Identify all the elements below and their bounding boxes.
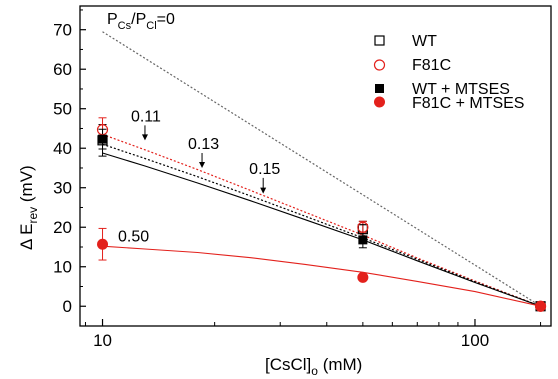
- annotation-label: 0.15: [249, 161, 280, 178]
- legend-marker-filled-square: [375, 84, 384, 93]
- y-axis-ticks: 0 10 20 30 40 50 60 70: [53, 9, 86, 316]
- y-tick-label: 10: [53, 258, 72, 277]
- x-tick-label: 100: [461, 331, 489, 350]
- y-tick-label: 40: [53, 139, 72, 158]
- plot-frame: [79, 5, 552, 327]
- legend-label-f81c-mtses: F81C + MTSES: [412, 95, 524, 112]
- legend-label-wt-mtses: WT + MTSES: [412, 81, 510, 98]
- y-tick-label: 70: [53, 21, 72, 40]
- model-curve-0: [102, 31, 541, 307]
- model-curve-0p13: [102, 143, 541, 307]
- legend-item-f81c: F81C: [373, 57, 451, 74]
- model-curve-0p11: [102, 133, 541, 307]
- model-curve-0p5: [102, 245, 541, 307]
- annotation-arrow-head: [199, 161, 206, 168]
- data-point-f81c: [357, 221, 369, 233]
- model-curves: [102, 31, 541, 307]
- legend-label-wt: WT: [412, 33, 437, 50]
- annotation-label: 0.11: [131, 108, 161, 125]
- y-axis-title: Δ Erev (mV): [17, 165, 40, 250]
- annotation-arrow-head: [260, 187, 267, 194]
- annotation-label: 0.50: [118, 228, 149, 245]
- legend-marker-open-square: [374, 35, 385, 46]
- data-point-f81c-mtses: [97, 238, 109, 250]
- legend-marker-filled-circle: [374, 96, 385, 108]
- x-axis-title: [CsCl]o (mM): [265, 355, 362, 378]
- y-tick-label: 60: [53, 60, 72, 79]
- x-axis-ticks: 10 100: [84, 319, 542, 350]
- data-point-wt-mtses: [358, 235, 368, 245]
- data-point-wt-mtses: [98, 134, 108, 144]
- legend-label-f81c: F81C: [412, 57, 451, 74]
- y-tick-label: 0: [63, 297, 72, 316]
- y-tick-label: 20: [53, 218, 72, 237]
- model-curve-0p15: [102, 152, 541, 307]
- x-tick-label: 10: [93, 331, 112, 350]
- legend: WT F81C WT + MTSES F81C + MTSES: [373, 33, 524, 112]
- legend-item-wt-mtses: WT + MTSES: [375, 81, 510, 98]
- y-tick-label: 50: [53, 100, 72, 119]
- legend-marker-open-circle: [373, 59, 386, 71]
- legend-item-wt: WT: [374, 33, 437, 50]
- ratio-zero-label: PCs/PCl=0: [107, 11, 175, 32]
- y-tick-label: 30: [53, 179, 72, 198]
- data-markers: [96, 124, 547, 312]
- data-point-f81c-mtses: [535, 300, 547, 312]
- legend-item-f81c-mtses: F81C + MTSES: [374, 95, 524, 112]
- data-point-f81c-mtses: [357, 271, 369, 283]
- annotation-label: 0.13: [188, 136, 219, 153]
- annotations: 0.11 0.13 0.15 0.50: [118, 108, 280, 245]
- annotation-arrow-head: [141, 134, 148, 141]
